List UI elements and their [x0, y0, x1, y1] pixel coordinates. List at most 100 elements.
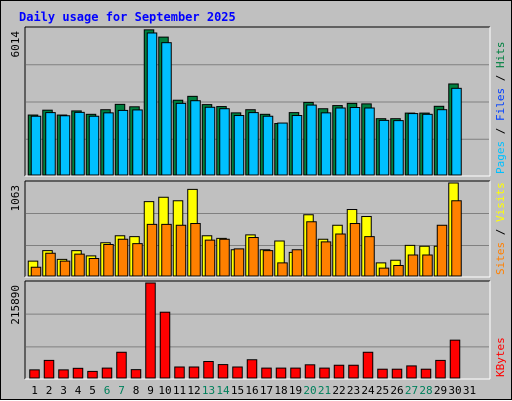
- legend-item: Hits: [494, 42, 507, 69]
- bar-pages-day-28: [422, 113, 433, 176]
- bar-pages-day-1: [30, 115, 42, 176]
- x-tick-label-day-19: 19: [289, 384, 302, 397]
- bar-pages-day-18: [277, 122, 288, 176]
- bar-sites-day-20: [306, 221, 317, 277]
- legend-item: /: [494, 222, 507, 242]
- y-max-label: 6014: [9, 31, 22, 58]
- x-tick-label-day-18: 18: [274, 384, 287, 397]
- y-max-label: 1063: [9, 185, 22, 212]
- x-tick-label-day-14: 14: [216, 384, 230, 397]
- legend-item: /: [494, 121, 507, 141]
- bar-sites-day-25: [378, 267, 390, 277]
- x-tick-label-day-4: 4: [75, 384, 82, 397]
- bar-sites-day-2: [45, 252, 56, 277]
- bar-sites-day-15: [233, 248, 245, 277]
- bar-kbytes-day-11: [174, 366, 185, 379]
- legend-item: KBytes: [494, 337, 507, 377]
- bar-pages-day-11: [175, 102, 187, 176]
- panels-layer: 6014 Pages / Files / Hits 1063 Sites / Visi…: [9, 26, 507, 380]
- bar-sites-day-26: [393, 265, 404, 277]
- panel-kbytes: 215890 KBytes: [9, 280, 507, 380]
- bar-kbytes-day-25: [377, 368, 388, 379]
- x-tick-label-day-1: 1: [31, 384, 38, 397]
- x-tick-label-day-23: 23: [347, 384, 360, 397]
- bar-pages-day-25: [378, 119, 390, 176]
- bar-kbytes-day-20: [304, 364, 316, 379]
- x-tick-label-day-15: 15: [231, 384, 244, 397]
- bar-kbytes-day-1: [29, 369, 40, 379]
- x-tick-label-day-27: 27: [405, 384, 418, 397]
- x-tick-label-day-29: 29: [434, 384, 447, 397]
- bar-pages-day-21: [320, 112, 332, 176]
- bar-sites-day-23: [349, 223, 361, 277]
- x-tick-label-day-11: 11: [173, 384, 186, 397]
- bar-pages-day-13: [204, 106, 216, 176]
- x-tick-label-day-12: 12: [187, 384, 200, 397]
- bar-kbytes-day-28: [420, 368, 432, 379]
- bar-kbytes-day-9: [145, 282, 156, 379]
- bar-sites-day-21: [320, 241, 332, 277]
- bar-kbytes-day-19: [290, 367, 301, 379]
- bar-pages-day-15: [233, 115, 245, 176]
- bar-sites-day-8: [132, 243, 143, 277]
- bar-kbytes-day-6: [101, 367, 113, 379]
- x-tick-label-day-17: 17: [260, 384, 273, 397]
- bar-pages-day-9: [146, 32, 158, 176]
- bar-kbytes-day-4: [72, 367, 84, 379]
- series-kbytes: [29, 282, 461, 379]
- bar-pages-day-8: [132, 109, 143, 176]
- bar-kbytes-day-23: [348, 364, 359, 379]
- bar-kbytes-day-12: [188, 366, 200, 379]
- x-tick-label-day-9: 9: [147, 384, 154, 397]
- bar-pages-day-27: [407, 113, 419, 176]
- x-tick-label-day-8: 8: [133, 384, 140, 397]
- bar-kbytes-day-30: [449, 339, 461, 379]
- legend-item: Sites: [494, 242, 507, 275]
- legend-hits-files-pages: Pages / Files / Hits: [494, 42, 507, 175]
- x-tick-label-day-20: 20: [303, 384, 316, 397]
- x-tick-label-day-13: 13: [202, 384, 215, 397]
- bar-sites-day-13: [204, 239, 216, 277]
- x-tick-label-day-21: 21: [318, 384, 331, 397]
- bar-kbytes-day-13: [203, 361, 214, 379]
- bar-pages-day-10: [161, 42, 172, 176]
- bar-sites-day-6: [103, 244, 114, 277]
- x-tick-label-day-10: 10: [158, 384, 171, 397]
- bar-pages-day-26: [393, 120, 404, 176]
- bar-pages-day-12: [190, 100, 201, 176]
- legend-item: Visits: [494, 182, 507, 222]
- panel-hits-files-pages: 6014 Pages / Files / Hits: [9, 26, 507, 177]
- bar-sites-day-10: [161, 223, 172, 277]
- x-tick-label-day-26: 26: [390, 384, 403, 397]
- legend-visits-sites: Sites / Visits: [494, 182, 507, 275]
- bar-pages-day-5: [88, 115, 100, 176]
- chart-title: Daily usage for September 2025: [19, 10, 236, 24]
- bar-sites-day-7: [117, 238, 129, 277]
- x-tick-label-day-3: 3: [60, 384, 67, 397]
- bar-pages-day-30: [451, 87, 462, 176]
- bar-kbytes-day-21: [319, 367, 330, 379]
- bar-sites-day-18: [277, 262, 288, 277]
- bar-kbytes-day-18: [275, 367, 287, 379]
- bar-kbytes-day-29: [435, 359, 446, 379]
- panel-visits-sites: 1063 Sites / Visits: [9, 180, 507, 278]
- bar-kbytes-day-27: [406, 365, 417, 379]
- bar-kbytes-day-8: [130, 369, 142, 379]
- bar-pages-day-2: [45, 112, 56, 176]
- bar-pages-day-23: [349, 107, 361, 176]
- bar-kbytes-day-2: [43, 359, 55, 379]
- bar-pages-day-19: [291, 115, 303, 176]
- bar-sites-day-27: [407, 254, 419, 277]
- bar-pages-day-4: [74, 111, 85, 176]
- bar-kbytes-day-7: [116, 351, 127, 379]
- bar-kbytes-day-14: [217, 364, 229, 379]
- bar-sites-day-17: [262, 250, 274, 277]
- bar-sites-day-1: [30, 266, 42, 277]
- bar-pages-day-6: [103, 112, 114, 176]
- bar-sites-day-30: [451, 200, 462, 277]
- x-tick-label-day-31: 31: [463, 384, 476, 397]
- legend-item: Files: [494, 88, 507, 121]
- bar-sites-day-12: [190, 223, 201, 277]
